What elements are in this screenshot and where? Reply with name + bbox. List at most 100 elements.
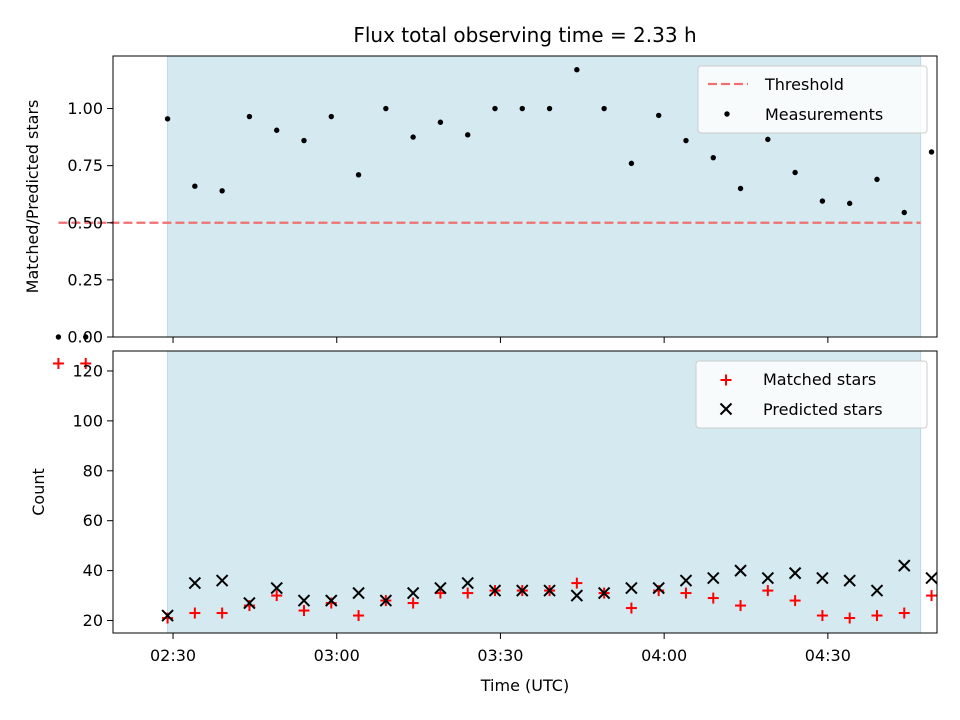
predicted-star-point <box>379 594 393 607</box>
measurement-point <box>819 198 826 204</box>
ratio-legend-box <box>697 65 928 134</box>
x-stroke <box>898 559 911 572</box>
predicted-star-point <box>325 594 338 607</box>
matched-star-point <box>462 587 474 599</box>
legend-plus-marker <box>720 374 732 386</box>
predicted-star-point <box>434 581 447 595</box>
matched-star-point <box>871 610 883 622</box>
matched-star-point <box>816 610 828 622</box>
predicted-star-point <box>816 571 829 585</box>
ratio-y-axis-label: Matched/Predicted stars <box>23 100 42 294</box>
count-y-tick-label: 100 <box>72 411 103 430</box>
x-stroke <box>652 581 665 595</box>
x-stroke <box>719 402 733 416</box>
legend-measurement-swatch <box>724 111 730 117</box>
x-stroke <box>816 571 829 585</box>
x-axis-label: Time (UTC) <box>480 676 569 695</box>
predicted-star-point <box>898 559 911 572</box>
measurement-point <box>465 132 471 138</box>
x-stroke <box>707 571 720 585</box>
matched-star-point <box>707 592 719 604</box>
predicted-star-point <box>570 589 584 602</box>
legend-matched-swatch <box>720 374 732 386</box>
predicted-star-point <box>406 586 420 600</box>
predicted-star-point <box>707 571 720 585</box>
ratio-y-tick-label: 0.25 <box>67 270 103 289</box>
x-stroke <box>925 571 938 585</box>
matched-star-point <box>52 357 64 369</box>
measurement-point <box>246 113 253 120</box>
x-stroke <box>270 581 283 595</box>
x-stroke <box>734 564 747 577</box>
matched-star-point <box>926 590 938 602</box>
predicted-star-point <box>597 586 611 600</box>
measurement-points <box>55 67 935 340</box>
predicted-star-point <box>788 566 802 580</box>
measurement-point <box>710 154 716 161</box>
predicted-star-point <box>843 574 856 587</box>
measurement-point <box>628 160 635 167</box>
measurement-point <box>928 149 935 155</box>
measurement-point <box>601 105 607 112</box>
x-stroke <box>679 574 693 587</box>
x-stroke <box>570 589 584 602</box>
legend-matched-label: Matched stars <box>763 370 876 389</box>
measurement-point <box>765 136 771 143</box>
x-stroke <box>406 586 420 600</box>
ratio-x-ticks <box>172 337 829 343</box>
matched-star-point <box>625 602 637 614</box>
ratio-y-tick-label: 0.75 <box>67 156 103 175</box>
measurement-point <box>410 134 416 140</box>
x-stroke <box>597 586 611 600</box>
predicted-star-point <box>516 584 529 597</box>
measurement-point <box>83 334 89 340</box>
measurement-point <box>574 67 580 73</box>
matched-star-point <box>762 585 774 597</box>
matched-star-point <box>407 597 419 609</box>
measurement-point <box>164 116 171 122</box>
predicted-star-points <box>161 559 938 622</box>
x-stroke <box>625 581 638 595</box>
count-y-tick-label: 40 <box>83 561 103 580</box>
measurement-point <box>519 105 525 112</box>
ratio-axes-frame <box>112 55 938 338</box>
predicted-star-point <box>870 584 884 597</box>
matched-star-point <box>271 590 283 602</box>
matched-star-point <box>216 607 228 619</box>
measurement-point <box>274 127 280 133</box>
matched-star-point <box>298 605 310 617</box>
measurement-point <box>874 176 880 183</box>
legend-x-marker <box>719 402 733 416</box>
x-stroke <box>843 574 856 587</box>
x-stroke <box>488 584 502 597</box>
predicted-star-point <box>488 584 502 597</box>
measurement-point <box>492 105 498 112</box>
measurement-point <box>219 188 225 194</box>
x-stroke <box>325 594 338 607</box>
measurement-point <box>737 185 744 192</box>
legend-predicted-swatch <box>719 402 733 416</box>
count-x-tick-label: 04:30 <box>805 646 851 665</box>
matched-star-point <box>844 612 856 624</box>
x-stroke <box>543 584 556 597</box>
legend-threshold-label: Threshold <box>764 75 844 94</box>
count-x-tick-label: 03:00 <box>314 646 360 665</box>
count-y-tick-label: 60 <box>83 511 103 530</box>
measurement-point <box>901 209 907 216</box>
measurement-point <box>328 113 334 120</box>
ratio-y-tick-label: 0.50 <box>67 213 103 232</box>
predicted-star-point <box>215 574 229 587</box>
predicted-star-point <box>161 609 174 622</box>
count-legend: Matched stars Predicted stars <box>695 360 928 429</box>
count-x-ticks: 02:30 03:00 03:30 04:00 04:30 <box>150 633 851 665</box>
x-stroke <box>434 581 447 595</box>
predicted-star-point <box>925 571 938 585</box>
predicted-star-point <box>188 576 202 590</box>
predicted-star-point <box>734 564 747 577</box>
predicted-star-point <box>243 596 256 610</box>
predicted-star-point <box>625 581 638 595</box>
x-stroke <box>352 586 365 600</box>
count-x-tick-label: 04:00 <box>641 646 687 665</box>
predicted-star-point <box>461 576 474 590</box>
